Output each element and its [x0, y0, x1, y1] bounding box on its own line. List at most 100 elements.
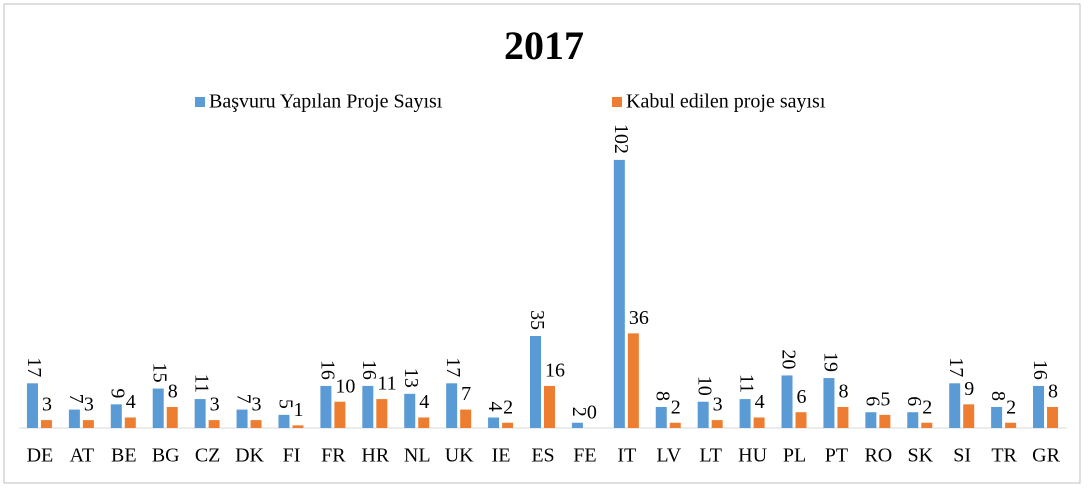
- x-tick-label: SK: [907, 445, 933, 467]
- chart-title: 2017: [504, 23, 584, 68]
- data-label: 6: [903, 396, 925, 406]
- bar: [879, 414, 891, 428]
- data-label: 6: [861, 396, 883, 406]
- data-label: 2: [671, 396, 681, 418]
- bar: [781, 375, 793, 428]
- x-tick-label: PL: [783, 445, 806, 467]
- data-label: 4: [126, 391, 136, 413]
- data-label: 17: [23, 357, 45, 377]
- x-tick-label: IT: [617, 445, 636, 467]
- bar: [82, 420, 94, 428]
- x-tick-label: FR: [321, 445, 346, 467]
- data-label: 11: [736, 374, 758, 393]
- data-label: 9: [107, 388, 129, 398]
- data-label: 1: [293, 399, 303, 421]
- data-label: 7: [65, 394, 87, 404]
- bar: [502, 422, 514, 428]
- bar: [1005, 422, 1017, 428]
- bar: [1033, 385, 1045, 428]
- bar: [446, 383, 458, 428]
- bar: [613, 159, 625, 428]
- data-label: 10: [335, 375, 355, 397]
- data-label: 3: [713, 394, 723, 416]
- data-label: 36: [629, 307, 649, 329]
- bar: [544, 385, 555, 428]
- bar: [194, 399, 206, 428]
- bar: [921, 422, 933, 428]
- bar: [292, 425, 304, 428]
- bar: [530, 336, 541, 428]
- data-label: 4: [755, 391, 765, 413]
- bar: [753, 417, 765, 428]
- data-label: 2: [568, 407, 590, 417]
- x-tick-label: ES: [531, 445, 554, 467]
- bar: [1047, 406, 1059, 428]
- data-label: 4: [419, 391, 429, 413]
- bar: [418, 417, 430, 428]
- x-tick-label: BG: [152, 445, 180, 467]
- data-label: 5: [880, 388, 890, 410]
- x-tick-label: PT: [825, 445, 848, 467]
- bar: [334, 401, 346, 428]
- bar: [124, 417, 136, 428]
- x-tick-label: IE: [492, 445, 511, 467]
- bar: [278, 414, 290, 428]
- data-label: 2: [1006, 396, 1016, 418]
- bar: [907, 412, 919, 428]
- bar: [362, 385, 374, 428]
- bar: [837, 406, 849, 428]
- data-label: 8: [652, 391, 674, 401]
- bar: [669, 422, 681, 428]
- data-label: 17: [442, 357, 464, 377]
- x-tick-label: DK: [235, 445, 264, 467]
- x-tick-label: BE: [111, 445, 137, 467]
- data-label: 10: [694, 376, 716, 396]
- bar: [991, 406, 1003, 428]
- bar: [697, 401, 709, 428]
- data-label: 7: [461, 383, 471, 405]
- data-label: 35: [526, 310, 548, 330]
- data-label: 3: [42, 394, 52, 416]
- legend-label: Kabul edilen proje sayısı: [626, 91, 826, 113]
- bar: [68, 409, 80, 428]
- data-label: 19: [819, 352, 841, 372]
- data-label: 16: [358, 360, 380, 380]
- data-label: 17: [945, 357, 967, 377]
- x-tick-label: GR: [1032, 445, 1060, 467]
- bar: [711, 420, 723, 428]
- data-label: 3: [252, 394, 262, 416]
- bar: [963, 404, 975, 428]
- bar: [320, 385, 332, 428]
- x-tick-label: HU: [738, 445, 767, 467]
- x-tick-label: FI: [283, 445, 301, 467]
- data-label: 13: [400, 368, 422, 388]
- x-tick-label: DE: [27, 445, 54, 467]
- legend-swatch: [612, 97, 622, 107]
- bar: [739, 399, 751, 428]
- data-label: 20: [777, 349, 799, 369]
- chart-border: [3, 3, 1081, 484]
- data-label: 102: [610, 124, 632, 154]
- data-label: 0: [587, 402, 597, 424]
- data-label: 8: [838, 381, 848, 403]
- data-label: 7: [232, 394, 254, 404]
- data-label: 3: [84, 394, 94, 416]
- data-label: 8: [1048, 381, 1058, 403]
- data-label: 16: [545, 360, 565, 382]
- data-label: 16: [316, 360, 338, 380]
- bar: [152, 388, 164, 428]
- bar: [250, 420, 262, 428]
- x-tick-label: LV: [656, 445, 681, 467]
- data-label: 15: [149, 363, 171, 383]
- bar: [376, 399, 388, 428]
- legend-swatch: [195, 97, 205, 107]
- x-tick-label: TR: [991, 445, 1017, 467]
- bar: [823, 378, 835, 428]
- x-tick-label: HR: [361, 445, 389, 467]
- bar: [404, 393, 416, 428]
- bar: [655, 406, 667, 428]
- data-label: 5: [274, 399, 296, 409]
- x-tick-label: UK: [445, 445, 474, 467]
- x-tick-label: LT: [699, 445, 722, 467]
- data-label: 8: [168, 381, 178, 403]
